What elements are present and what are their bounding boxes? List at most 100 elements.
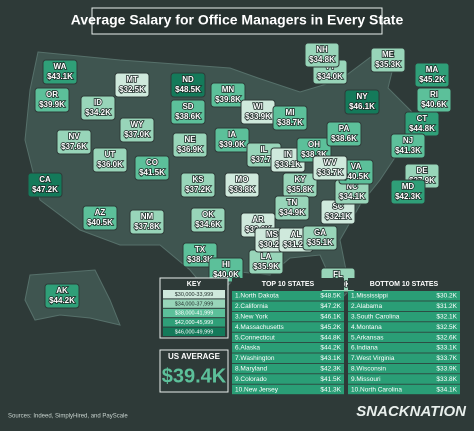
row-value: $46.1K [320,314,341,321]
row-value: $42.3K [320,366,341,373]
state-salary: $34.0K [317,72,343,81]
state-salary: $33.7K [317,168,343,177]
state-salary: $46.1K [349,102,375,111]
state-salary: $36.0K [97,160,123,169]
table-header-bg [232,278,344,290]
state-salary: $31.2K [283,240,309,249]
row-name: 7.West Virginia [351,355,395,362]
state-abbr: ME [382,50,395,59]
state-abbr: ID [94,98,102,107]
row-value: $31.2K [436,303,457,310]
state-salary: $40.5K [343,172,369,181]
table-row [348,291,460,301]
state-abbr: TX [195,245,206,254]
row-name: 3.New York [235,314,269,321]
state-abbr: MI [286,108,295,117]
state-tile [312,155,348,181]
key-title: KEY [187,281,202,288]
key-swatch [163,308,225,318]
title: Average Salary for Office Managers in Ev… [71,12,404,28]
table-title: TOP 10 STATES [262,281,315,288]
title-banner [91,7,383,35]
table-row [232,384,344,395]
state-abbr: LA [261,252,272,261]
state-abbr: SD [182,102,193,111]
state-salary: $44.8K [409,124,435,133]
state-tile [344,89,380,115]
key-label: $46,000-49,999 [175,329,214,335]
table-row [348,353,460,363]
row-value: $41.5K [320,376,341,383]
state-salary: $39.0K [219,140,245,149]
state-abbr: MS [266,230,279,239]
state-tile [42,59,78,85]
state-salary: $39.8K [215,95,241,104]
table-row [348,363,460,374]
key-swatch [163,327,225,336]
state-tile [27,172,63,198]
state-salary: $35.8K [287,185,313,194]
state-tile [180,172,216,198]
row-name: 5.Arkansas [351,334,384,341]
state-salary: $33.9K [245,112,271,121]
table-row [232,311,344,322]
state-abbr: WI [253,102,263,111]
state-salary: $34.9K [279,208,305,217]
state-abbr: DE [416,166,428,175]
table-row [232,343,344,353]
state-salary: $33.8K [229,185,255,194]
row-value: $44.8K [320,334,341,341]
table-row [232,374,344,384]
row-name: 1.Mississippi [351,293,388,300]
state-abbr: CT [417,114,428,123]
state-salary: $38.6K [175,112,201,121]
key-swatch [163,290,225,299]
state-salary: $43.1K [47,72,73,81]
state-tile [170,99,206,125]
state-abbr: IL [260,145,267,154]
table-row [232,363,344,374]
state-salary: $40.6K [421,100,447,109]
state-salary: $42.3K [395,192,421,201]
key-label: $42,000-45,999 [175,320,214,326]
state-abbr: NJ [403,136,413,145]
state-salary: $44.2K [49,296,75,305]
row-value: $43.1K [320,355,341,362]
state-tile [414,62,450,88]
row-value: $32.6K [436,334,457,341]
state-abbr: SC [332,202,343,211]
state-tile [56,129,92,155]
state-salary: $32.5K [119,85,145,94]
state-abbr: NM [141,212,154,221]
state-salary: $37.7K [251,155,277,164]
row-name: 7.Washington [235,355,275,362]
row-name: 2.Alabama [351,303,382,310]
state-tile [304,42,340,68]
state-abbr: AL [291,230,302,239]
state-abbr: HI [222,260,230,269]
state-salary: $36.9K [177,145,203,154]
state-salary: $37.0K [124,130,150,139]
state-abbr: KS [192,175,204,184]
average-value: $39.4K [162,365,227,387]
state-salary: $35.3K [375,60,401,69]
state-salary: $37.6K [61,142,87,151]
state-abbr: RI [430,90,438,99]
state-abbr: WA [54,62,67,71]
table-row [348,332,460,343]
row-value: $44.2K [320,345,341,352]
state-tile [134,155,170,181]
state-tile [44,283,80,309]
state-salary: $45.2K [419,75,445,84]
state-salary: $47.2K [32,185,58,194]
sources: Sources: Indeed, SimplyHired, and PaySca… [8,414,128,420]
state-abbr: NC [346,182,358,191]
state-abbr: IN [284,150,292,159]
state-salary: $35.1K [307,238,333,247]
key-swatch [163,299,225,308]
state-abbr: CO [146,158,158,167]
row-name: 2.California [235,303,268,310]
row-name: 1.North Dakota [235,293,279,300]
